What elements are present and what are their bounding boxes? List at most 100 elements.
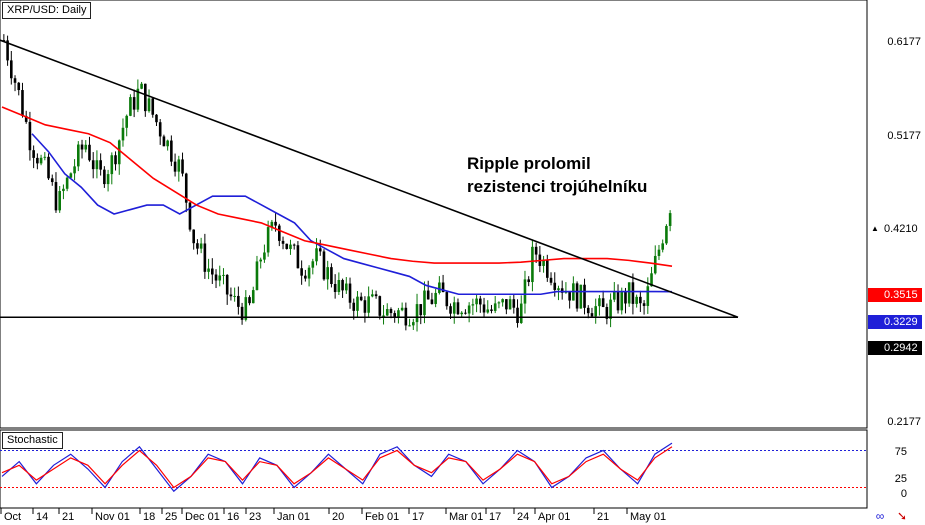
candle-body	[255, 261, 259, 291]
candle-body	[140, 83, 143, 89]
candle-body	[158, 122, 162, 137]
candle-body	[497, 302, 501, 304]
candle-body	[84, 144, 88, 150]
x-axis-label: 25	[165, 511, 178, 523]
candle-body	[296, 245, 300, 269]
x-axis-label: Oct	[4, 511, 22, 523]
annotation-line-2: rezistenci trojúhelníku	[467, 177, 648, 196]
candle-body	[233, 295, 236, 297]
candle-body	[99, 160, 102, 170]
candle-body	[546, 259, 549, 278]
candle-body	[668, 213, 672, 226]
candle-body	[516, 307, 519, 324]
candle-body	[259, 259, 262, 262]
candle-body	[244, 297, 248, 320]
candle-body	[106, 174, 110, 185]
candle-body	[549, 277, 553, 283]
candle-body	[486, 309, 490, 313]
candle-body	[91, 160, 95, 170]
arrow-icon[interactable]: ➘	[896, 509, 908, 523]
candle-body	[240, 306, 244, 320]
candle-body	[278, 225, 281, 241]
candle-body	[333, 283, 337, 293]
candle-body	[359, 296, 363, 301]
price-tag-ma-fast-value: 0.3229	[884, 316, 918, 328]
candles-layer	[2, 34, 672, 332]
up-marker-icon: ▲	[871, 224, 879, 233]
candle-body	[62, 188, 65, 192]
candle-body	[36, 157, 39, 164]
price-tag-current-value: 0.4210	[884, 223, 918, 235]
candle-body	[326, 267, 329, 280]
candle-body	[129, 97, 132, 116]
candle-body	[166, 140, 169, 147]
candle-body	[356, 296, 359, 311]
candle-body	[2, 40, 6, 42]
candle-body	[6, 40, 9, 61]
candle-body	[367, 296, 370, 313]
candle-body	[222, 274, 225, 276]
candle-body	[605, 307, 609, 319]
candle-body	[203, 243, 207, 272]
candle-body	[609, 299, 612, 319]
candle-body	[50, 178, 54, 183]
candle-body	[665, 225, 668, 244]
candle-body	[542, 259, 545, 266]
x-axis-label: Feb 01	[365, 511, 400, 523]
candle-body	[47, 156, 50, 179]
candle-body	[322, 251, 326, 280]
candle-body	[292, 244, 296, 246]
candle-body	[121, 127, 125, 141]
candle-body	[24, 115, 28, 122]
candle-body	[438, 282, 441, 293]
candle-body	[207, 268, 210, 272]
candle-body	[192, 229, 195, 244]
candle-body	[393, 313, 396, 318]
candle-body	[28, 121, 32, 151]
candle-body	[162, 136, 166, 147]
candle-body	[594, 306, 597, 317]
x-axis-label: 14	[36, 511, 49, 523]
candle-body	[598, 298, 601, 307]
candle-body	[300, 268, 303, 276]
candle-body	[65, 177, 69, 189]
symbol-title: XRP/USD: Daily	[2, 2, 92, 19]
candle-body	[304, 275, 307, 279]
x-axis-label: 24	[517, 511, 530, 523]
candle-body	[266, 227, 270, 253]
candle-body	[225, 274, 229, 295]
candle-body	[508, 299, 512, 310]
candle-body	[553, 282, 557, 290]
candle-body	[54, 182, 58, 211]
candle-body	[95, 160, 99, 170]
candle-body	[479, 298, 482, 305]
candle-body	[493, 303, 497, 311]
candle-body	[181, 159, 184, 174]
x-axis-label: Dec 01	[185, 511, 220, 523]
ma-slow-line	[1, 106, 673, 267]
candle-body	[110, 155, 114, 175]
x-axis-label: May 01	[630, 511, 667, 523]
candle-body	[270, 221, 274, 228]
candle-body	[646, 286, 650, 306]
stochastic-layer	[0, 442, 867, 493]
candle-body	[281, 240, 285, 244]
candle-body	[378, 296, 382, 316]
candle-body	[69, 173, 73, 178]
annotation-line-1: Ripple prolomil	[467, 154, 591, 173]
candle-body	[73, 166, 76, 174]
link-icon[interactable]: ∞	[875, 509, 885, 523]
candle-body	[318, 248, 322, 252]
resistance-trendline	[0, 39, 739, 319]
candle-body	[337, 280, 341, 293]
candle-body	[635, 296, 638, 304]
candle-body	[382, 315, 385, 317]
price-tag-current: ▲ 0.4210	[868, 222, 922, 236]
candle-body	[196, 243, 199, 249]
candle-body	[43, 156, 47, 158]
candle-body	[460, 312, 463, 315]
x-axis-label: 21	[597, 511, 610, 523]
candle-body	[39, 157, 43, 164]
candle-body	[177, 159, 181, 172]
x-axis-label: 23	[249, 511, 262, 523]
